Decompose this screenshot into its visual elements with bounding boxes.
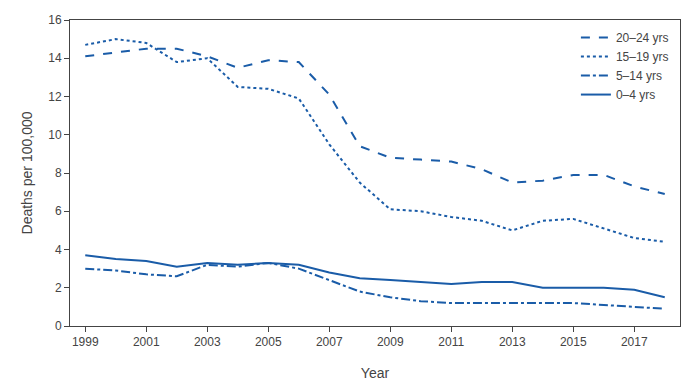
svg-text:2005: 2005 <box>255 335 282 349</box>
svg-text:2015: 2015 <box>560 335 587 349</box>
svg-text:15–19 yrs: 15–19 yrs <box>616 50 669 64</box>
svg-text:20–24 yrs: 20–24 yrs <box>616 31 669 45</box>
svg-text:Deaths per 100,000: Deaths per 100,000 <box>19 111 35 234</box>
svg-text:0–4 yrs: 0–4 yrs <box>616 88 655 102</box>
svg-text:12: 12 <box>48 90 62 104</box>
svg-text:Year: Year <box>361 365 390 381</box>
svg-text:16: 16 <box>48 13 62 27</box>
svg-text:5–14 yrs: 5–14 yrs <box>616 69 662 83</box>
svg-text:2017: 2017 <box>621 335 648 349</box>
svg-text:1999: 1999 <box>72 335 99 349</box>
svg-text:4: 4 <box>55 243 62 257</box>
svg-text:6: 6 <box>55 204 62 218</box>
svg-text:2: 2 <box>55 281 62 295</box>
svg-text:2009: 2009 <box>377 335 404 349</box>
svg-text:0: 0 <box>55 319 62 333</box>
svg-text:2013: 2013 <box>499 335 526 349</box>
svg-text:2007: 2007 <box>316 335 343 349</box>
svg-text:10: 10 <box>48 128 62 142</box>
svg-text:2003: 2003 <box>194 335 221 349</box>
svg-text:2011: 2011 <box>438 335 464 349</box>
svg-text:2001: 2001 <box>133 335 160 349</box>
svg-text:8: 8 <box>55 166 62 180</box>
svg-text:14: 14 <box>48 51 62 65</box>
